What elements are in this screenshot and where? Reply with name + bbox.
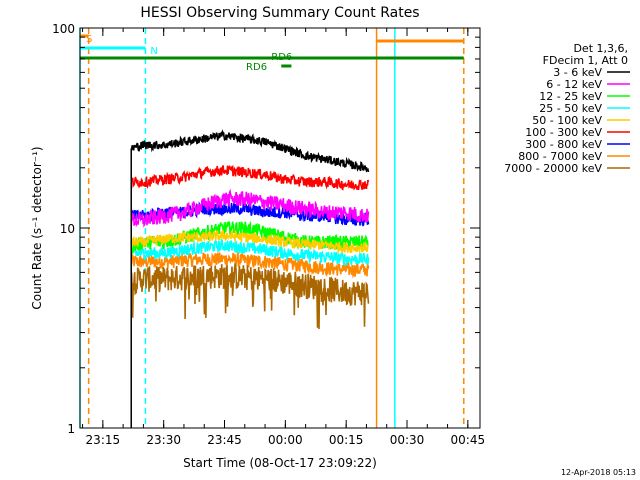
- series-line: [130, 188, 370, 228]
- x-tick-label: 00:30: [390, 433, 425, 447]
- series-line: [130, 129, 370, 173]
- series-line: [130, 251, 370, 279]
- mode-bar-label: RD6: [271, 52, 292, 63]
- chart-title: HESSI Observing Summary Count Rates: [140, 5, 419, 21]
- legend-label: 6 - 12 keV: [546, 78, 602, 91]
- timestamp: 12-Apr-2018 05:13: [561, 468, 636, 477]
- plot-frame: [79, 27, 481, 429]
- mode-bar-label: N: [150, 46, 157, 57]
- legend-label: 3 - 6 keV: [553, 66, 602, 79]
- series-line: [130, 261, 370, 330]
- x-tick-label: 23:45: [207, 433, 242, 447]
- legend-label: 800 - 7000 keV: [518, 150, 602, 163]
- series-line: [130, 165, 370, 191]
- y-tick-label: 100: [52, 22, 75, 36]
- y-tick-label: 10: [60, 222, 75, 236]
- legend-label: 7000 - 20000 keV: [504, 162, 602, 175]
- x-tick-label: 23:15: [86, 433, 121, 447]
- y-tick-label: 1: [67, 422, 75, 436]
- x-tick-label: 23:30: [146, 433, 181, 447]
- series-line: [130, 238, 370, 267]
- mode-bar-label: RD6: [246, 62, 267, 73]
- mode-bar-label: S: [86, 34, 92, 45]
- plot-content: S N RD6 RD6: [79, 28, 465, 428]
- y-axis-label: Count Rate (s⁻¹ detector⁻¹): [30, 146, 44, 309]
- x-tick-label: 00:00: [268, 433, 303, 447]
- legend-label: 100 - 300 keV: [525, 126, 602, 139]
- x-axis-label: Start Time (08-Oct-17 23:09:22): [183, 456, 377, 470]
- legend-label: 12 - 25 keV: [539, 90, 602, 103]
- series-line: [130, 229, 370, 255]
- legend-label: 25 - 50 keV: [539, 102, 602, 115]
- legend-header: FDecim 1, Att 0: [543, 54, 628, 67]
- legend-label: 50 - 100 keV: [532, 114, 602, 127]
- x-tick-label: 00:45: [451, 433, 486, 447]
- legend-label: 300 - 800 keV: [525, 138, 602, 151]
- x-axis-ticks: 23:15 23:30 23:45 00:00 00:15 00:30 00:45: [82, 28, 486, 447]
- legend-header: Det 1,3,6,: [573, 42, 628, 55]
- x-tick-label: 00:15: [329, 433, 364, 447]
- y-axis-ticks: 1 10 100: [52, 22, 480, 436]
